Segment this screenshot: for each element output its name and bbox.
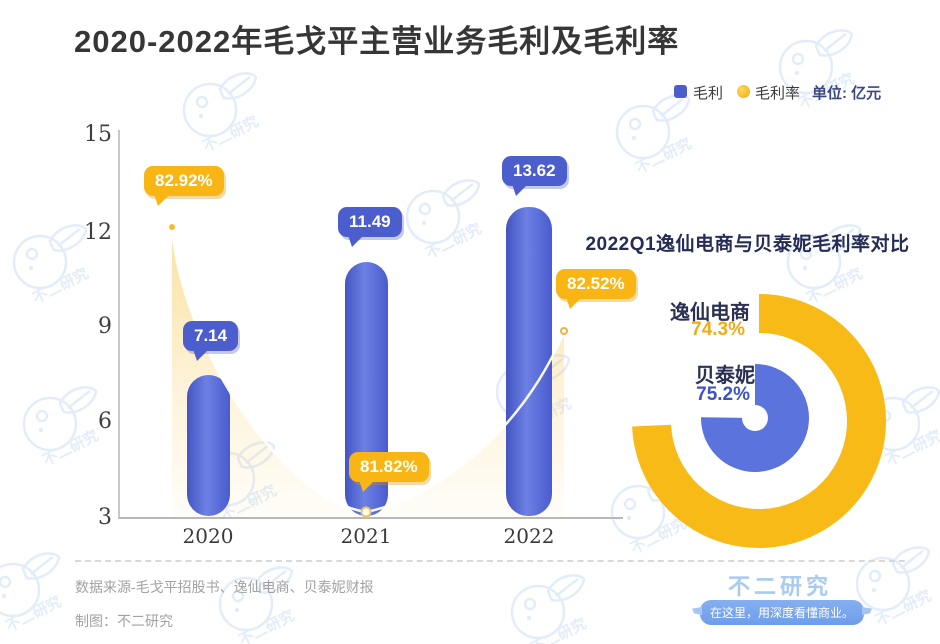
legend-label-gross-margin: 毛利率 bbox=[755, 85, 801, 102]
margin-callout-2020: 82.92% bbox=[144, 166, 224, 196]
x-axis-line bbox=[118, 517, 623, 519]
y-tick-12: 12 bbox=[84, 220, 112, 245]
brand-logo: 不二研究 bbox=[727, 574, 832, 599]
x-label-2020: 2020 bbox=[182, 524, 234, 548]
donut-value-betaini: 75.2% bbox=[696, 384, 750, 405]
y-axis-line bbox=[118, 130, 120, 518]
x-label-2021: 2021 bbox=[340, 524, 392, 548]
donut-chart bbox=[632, 294, 886, 548]
bar-value-callout-2022: 13.62 bbox=[502, 156, 567, 186]
footer-divider bbox=[75, 560, 905, 562]
axis-unit-label: 单位: 亿元 bbox=[812, 85, 882, 102]
legend-line-swatch-icon bbox=[737, 85, 750, 98]
bar-2020 bbox=[187, 375, 230, 516]
brand-slogan-pill: 在这里，用深度看懂商业。 bbox=[700, 600, 865, 625]
y-tick-15: 15 bbox=[84, 122, 112, 147]
donut-label-betaini: 贝泰妮 bbox=[695, 365, 755, 387]
margin-callout-2022: 82.52% bbox=[556, 269, 636, 299]
y-tick-3: 3 bbox=[98, 505, 112, 530]
footer-credit: 制图：不二研究 bbox=[75, 613, 173, 629]
page-title: 2020-2022年毛戈平主营业务毛利及毛利率 bbox=[74, 24, 680, 59]
donut-outer-arc-yixian bbox=[632, 294, 886, 548]
footer-source: 数据来源-毛戈平招股书、逸仙电商、贝泰妮财报 bbox=[75, 579, 374, 595]
x-label-2022: 2022 bbox=[503, 524, 555, 548]
y-tick-9: 9 bbox=[98, 314, 112, 339]
bar-value-callout-2021: 11.49 bbox=[338, 207, 402, 237]
donut-label-yixian: 逸仙电商 bbox=[670, 302, 750, 324]
margin-callout-2021: 81.82% bbox=[349, 452, 429, 482]
comparison-title: 2022Q1逸仙电商与贝泰妮毛利率对比 bbox=[585, 234, 910, 255]
donut-value-yixian: 74.3% bbox=[691, 319, 745, 340]
legend-label-gross-profit: 毛利 bbox=[693, 85, 724, 102]
bar-2022 bbox=[506, 207, 552, 516]
legend-bar-swatch-icon bbox=[674, 85, 687, 98]
y-tick-6: 6 bbox=[98, 409, 112, 434]
donut-center-hole bbox=[742, 405, 768, 431]
bar-value-callout-2020: 7.14 bbox=[183, 321, 239, 351]
